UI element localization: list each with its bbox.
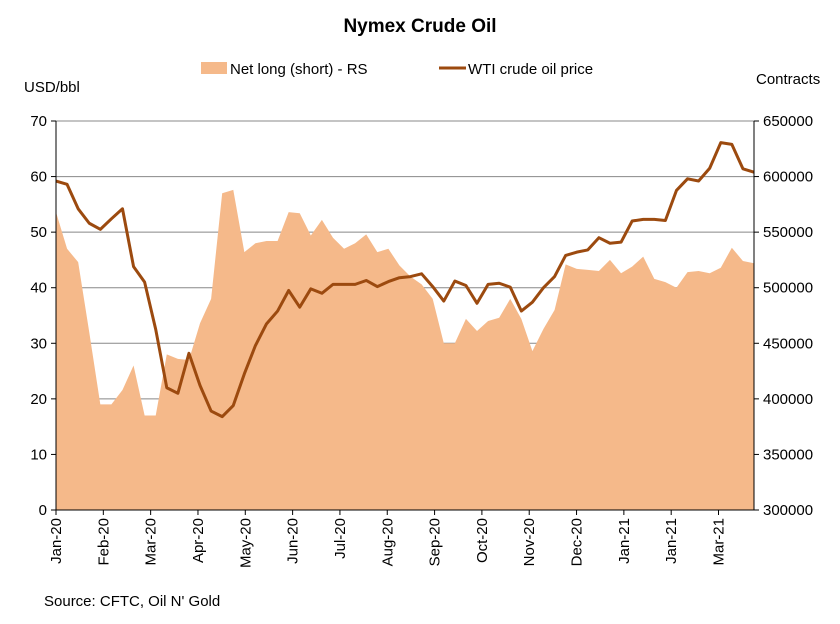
legend: Net long (short) - RS WTI crude oil pric… [201,61,593,78]
wti-price-line [55,141,755,419]
legend-label-net-long: Net long (short) - RS [230,61,368,78]
left-tick-label: 60 [30,169,47,186]
right-tick-label: 350000 [763,446,813,463]
left-tick-label: 20 [30,391,47,408]
left-tick-label: 40 [30,280,47,297]
x-tick-label: Oct-20 [474,518,491,563]
right-tick-label: 450000 [763,335,813,352]
right-tick-label: 600000 [763,169,813,186]
x-tick-label: Jan-20 [48,518,65,564]
x-tick-label: Jul-20 [332,518,349,559]
x-tick-label: Sep-20 [427,518,444,566]
left-tick-label: 10 [30,446,47,463]
x-tick-label: Jan-21 [663,518,680,564]
area-series-layer [56,189,754,510]
left-tick-label: 70 [30,113,47,130]
x-tick-label: Nov-20 [521,518,538,566]
net-long-area [56,189,754,510]
x-tick-label: Aug-20 [379,518,396,566]
x-tick-label: May-20 [237,518,254,568]
legend-swatch-net-long [201,62,227,74]
source-note: Source: CFTC, Oil N' Gold [44,593,220,610]
right-tick-label: 650000 [763,113,813,130]
x-tick-label: Mar-20 [143,518,160,566]
x-tick-label: Apr-20 [190,518,207,563]
chart-title: Nymex Crude Oil [343,16,496,37]
axes [55,121,755,511]
x-tick-label: Dec-20 [569,518,586,566]
legend-label-wti: WTI crude oil price [468,61,593,78]
left-axis-unit: USD/bbl [24,79,80,96]
line-series-layer [55,141,755,419]
x-axis-ticks: Jan-20 Feb-20 Mar-20 Apr-20 May-20 Jun-20 Jul-… [48,510,728,568]
right-tick-label: 500000 [763,280,813,297]
left-tick-label: 30 [30,335,47,352]
x-tick-label: Jan-21 [616,518,633,564]
right-axis-unit: Contracts [756,71,820,88]
x-tick-label: Jun-20 [285,518,302,564]
right-tick-label: 400000 [763,391,813,408]
left-tick-label: 0 [39,502,47,519]
left-axis-ticks: 0 10 20 30 40 50 60 70 [30,113,56,519]
x-tick-label: Feb-20 [95,518,112,566]
right-axis-ticks: 300000 350000 400000 450000 500000 550000 6000… [754,113,813,519]
right-tick-label: 550000 [763,224,813,241]
right-tick-label: 300000 [763,502,813,519]
x-tick-label: Mar-21 [711,518,728,566]
left-tick-label: 50 [30,224,47,241]
